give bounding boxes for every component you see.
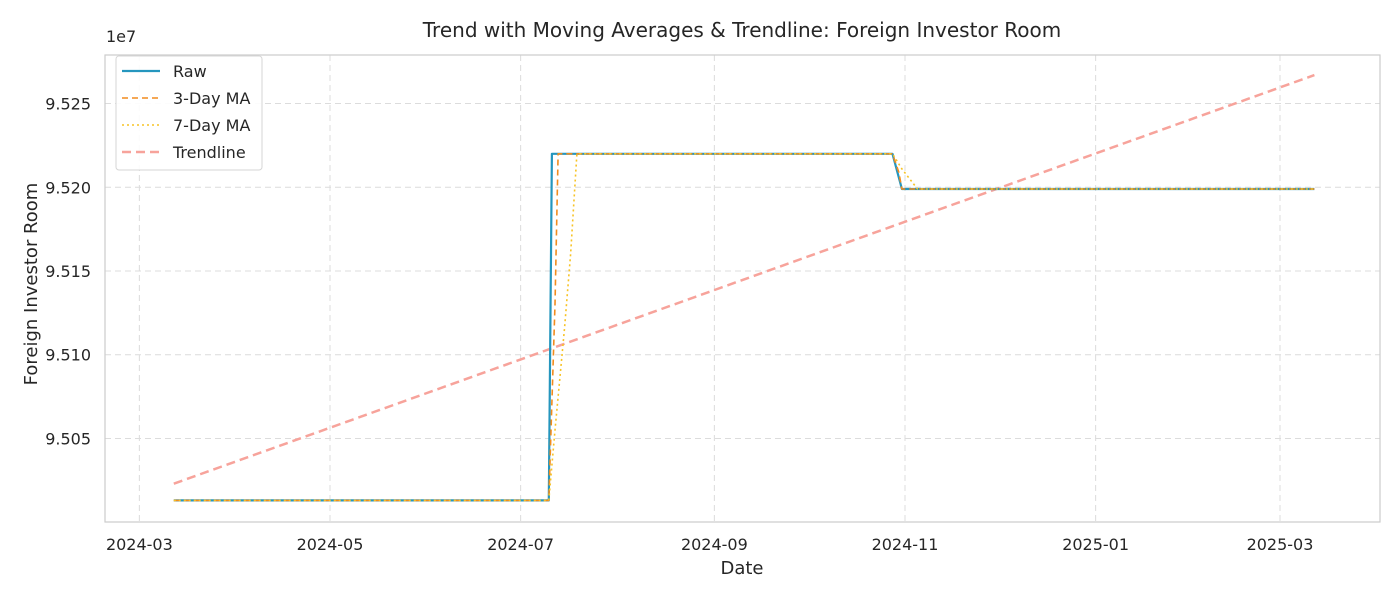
legend: Raw 3-Day MA 7-Day MA Trendline [115,55,263,171]
x-axis-label: Date [720,558,763,579]
series-layer [173,73,1315,502]
x-tick-label: 2024-03 [106,535,173,554]
x-tick-label: 2024-07 [487,535,554,554]
legend-box [115,55,263,171]
chart-title: Trend with Moving Averages & Trendline: … [422,18,1061,42]
x-tick-label: 2025-01 [1062,535,1129,554]
legend-label: 7-Day MA [173,116,250,135]
y-tick-label: 9.520 [45,178,91,197]
plot-background [105,55,1380,522]
x-axis-ticks: 2024-03 2024-05 2024-07 2024-09 2024-11 2025-… [106,535,1313,554]
x-tick-label: 2024-11 [872,535,939,554]
plot-frame [104,54,1381,523]
x-tick-label: 2025-03 [1247,535,1314,554]
grid [105,55,1380,522]
y-tick-label: 9.525 [45,95,91,114]
y-tick-label: 9.510 [45,346,91,365]
series-line-trendline [173,73,1315,485]
series-line-7-day-ma [173,153,1315,502]
y-axis-ticks: 9.505 9.510 9.515 9.520 9.525 [45,95,91,449]
y-tick-label: 9.515 [45,262,91,281]
x-tick-label: 2024-05 [297,535,364,554]
legend-label: 3-Day MA [173,89,250,108]
y-axis-offset-text: 1e7 [106,27,136,46]
legend-label: Raw [173,62,207,81]
y-tick-label: 9.505 [45,429,91,448]
y-axis-label: Foreign Investor Room [21,183,42,386]
legend-label: Trendline [172,143,246,162]
x-tick-label: 2024-09 [681,535,748,554]
legend-items: Raw 3-Day MA 7-Day MA Trendline [122,62,250,162]
